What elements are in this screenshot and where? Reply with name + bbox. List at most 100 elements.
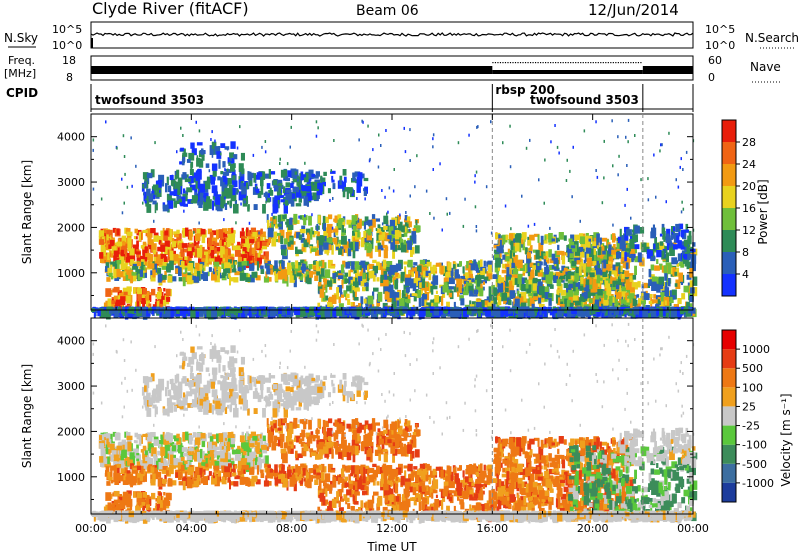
power-echo (475, 229, 478, 233)
power-echo (202, 246, 205, 256)
power-echo (341, 235, 347, 245)
power-echo (315, 171, 320, 177)
power-echo (269, 171, 276, 175)
power-echo (274, 273, 278, 282)
power-echo (298, 215, 300, 219)
power-echo (148, 295, 152, 302)
power-echo (608, 256, 614, 262)
power-echo (657, 297, 661, 302)
power-echo (435, 300, 439, 307)
power-echo (615, 285, 619, 295)
power-echo (629, 287, 635, 293)
power-echo (574, 272, 579, 282)
power-echo (605, 280, 609, 285)
power-echo (340, 294, 344, 298)
power-echo (306, 228, 311, 235)
power-echo (116, 268, 121, 278)
power-echo (288, 237, 293, 241)
power-echo (603, 245, 607, 254)
power-echo (655, 285, 659, 290)
power-echo (173, 188, 179, 196)
power-echo (296, 272, 302, 277)
power-echo (664, 300, 667, 306)
power-echo (260, 171, 266, 180)
power-echo (386, 225, 390, 232)
nave-dot (617, 62, 619, 64)
power-echo (230, 163, 235, 172)
power-echo (532, 289, 537, 294)
power-echo (212, 241, 217, 251)
power-echo (301, 247, 305, 252)
power-echo (473, 261, 477, 266)
power-echo (371, 214, 376, 221)
power-echo (600, 274, 606, 281)
power-echo (392, 249, 395, 259)
power-echo (177, 177, 183, 187)
power-echo (263, 276, 269, 283)
power-echo (129, 300, 133, 307)
power-echo (126, 228, 131, 235)
power-echo (299, 274, 304, 281)
power-echo (166, 193, 172, 203)
power-echo (329, 286, 333, 290)
power-echo (103, 247, 106, 257)
power-echo (457, 141, 460, 145)
power-echo (210, 138, 212, 141)
power-echo (376, 277, 380, 282)
power-echo (113, 268, 117, 279)
cpid-label: CPID (6, 86, 38, 100)
power-echo (230, 240, 235, 244)
power-echo (227, 228, 233, 235)
power-echo (388, 236, 392, 244)
power-echo (206, 254, 210, 260)
power-echo (136, 253, 141, 262)
power-echo (393, 265, 399, 273)
power-echo (677, 253, 684, 262)
power-echo (227, 234, 233, 243)
nave-dot (557, 62, 559, 64)
power-echo (648, 294, 653, 298)
power-echo (359, 265, 362, 271)
power-echo (371, 218, 376, 228)
power-echo (376, 228, 382, 232)
power-echo (571, 261, 577, 267)
power-echo (234, 188, 239, 195)
power-echo (679, 165, 681, 169)
power-echo (291, 193, 296, 199)
power-echo (253, 173, 257, 183)
power-echo (105, 300, 109, 311)
power-echo (632, 298, 637, 306)
power-echo (585, 284, 590, 292)
power-echo (593, 237, 597, 242)
power-echo (652, 299, 658, 304)
power-echo (308, 169, 314, 180)
power-echo (332, 273, 337, 279)
nave-dot (507, 62, 509, 64)
power-echo (588, 303, 591, 307)
power-echo (527, 271, 531, 277)
power-echo (337, 275, 344, 279)
power-echo (671, 257, 678, 265)
power-echo (498, 275, 502, 284)
power-echo (234, 261, 237, 265)
power-echo (426, 261, 432, 267)
power-echo (247, 250, 253, 261)
power-echo (162, 204, 169, 212)
power-echo (203, 306, 207, 315)
power-echo (383, 279, 389, 287)
power-echo (278, 260, 283, 264)
power-echo (228, 259, 232, 264)
power-echo (129, 248, 135, 256)
power-echo (201, 255, 206, 259)
nave-dot (555, 62, 557, 64)
power-echo (265, 200, 267, 204)
power-echo (502, 254, 506, 260)
power-echo (254, 235, 258, 244)
power-echo (208, 267, 212, 272)
power-echo (223, 188, 230, 199)
power-echo (132, 272, 137, 282)
power-echo (583, 235, 589, 245)
power-echo (184, 256, 188, 260)
nave-dot (627, 62, 629, 64)
power-echo (448, 286, 455, 290)
